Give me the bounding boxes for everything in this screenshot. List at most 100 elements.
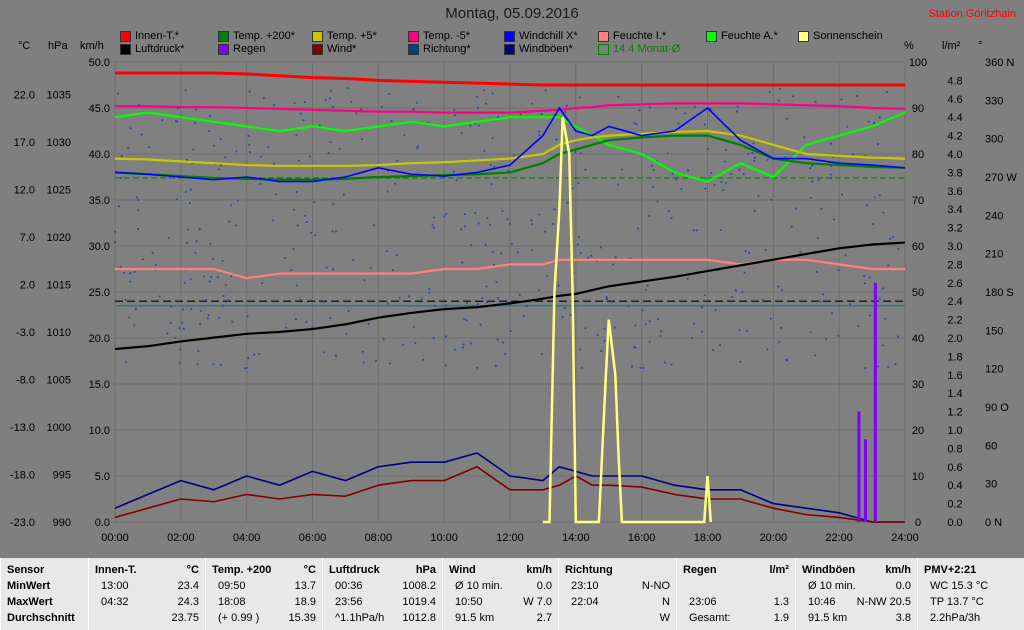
direction-point xyxy=(154,263,157,267)
tick-temp: -18.0 xyxy=(10,469,35,481)
direction-point xyxy=(579,348,582,351)
direction-point xyxy=(140,133,143,136)
tick-temp: 7.0 xyxy=(20,232,35,244)
direction-point xyxy=(667,210,670,213)
direction-point xyxy=(648,214,651,217)
direction-point xyxy=(691,337,694,340)
direction-point xyxy=(792,95,795,98)
direction-point xyxy=(196,363,199,366)
direction-point xyxy=(769,317,772,320)
direction-point xyxy=(305,320,308,324)
direction-point xyxy=(611,263,615,266)
cell-detail: Ø 10 min. xyxy=(455,580,503,592)
direction-point xyxy=(509,329,512,333)
legend-item: Innen-T.* xyxy=(120,30,179,42)
direction-point xyxy=(219,138,222,141)
direction-point xyxy=(170,305,173,308)
direction-point xyxy=(811,164,814,167)
direction-point xyxy=(407,295,410,298)
direction-point xyxy=(670,216,673,220)
direction-point xyxy=(731,295,734,298)
direction-point xyxy=(641,309,644,312)
direction-point xyxy=(603,339,606,342)
tick-hpa: 1025 xyxy=(47,184,71,196)
direction-point xyxy=(599,246,603,249)
legend: Innen-T.* Temp. +200* Temp. +5* Temp. -5* Wi… xyxy=(120,30,920,58)
cell-value: 1008.2 xyxy=(402,580,436,592)
cell-value: 2.7 xyxy=(536,612,552,624)
direction-point xyxy=(327,152,330,155)
direction-point xyxy=(469,342,472,345)
direction-point xyxy=(571,187,574,190)
direction-point xyxy=(229,204,232,207)
direction-point xyxy=(659,334,662,338)
direction-point xyxy=(723,160,726,163)
direction-point xyxy=(367,322,370,325)
direction-point xyxy=(768,90,771,94)
direction-point xyxy=(219,363,222,367)
cell-value: N-NW 20.5 xyxy=(856,596,911,608)
row-label: MaxWert xyxy=(7,596,53,608)
direction-point xyxy=(855,94,859,98)
direction-point xyxy=(692,229,695,232)
direction-point xyxy=(332,268,335,271)
series-line xyxy=(542,116,713,524)
direction-point xyxy=(116,92,120,95)
direction-point xyxy=(820,207,823,210)
direction-point xyxy=(224,156,227,159)
direction-point xyxy=(452,170,455,173)
direction-point xyxy=(420,297,423,300)
cell-detail: 91.5 km xyxy=(808,612,848,624)
direction-point xyxy=(127,146,130,149)
direction-point xyxy=(322,301,325,304)
direction-point xyxy=(134,307,137,311)
direction-point xyxy=(501,209,504,213)
direction-point xyxy=(148,146,151,149)
direction-point xyxy=(246,315,249,318)
cell-value: 24.3 xyxy=(177,596,199,608)
tick-temp: 12.0 xyxy=(14,184,35,196)
direction-point xyxy=(294,318,298,321)
direction-point xyxy=(563,307,566,310)
legend-label: Windchill X* xyxy=(519,30,578,42)
tick-pct: 20 xyxy=(912,425,924,437)
direction-point xyxy=(202,275,206,278)
direction-point xyxy=(248,90,251,93)
direction-point xyxy=(553,208,556,211)
direction-point xyxy=(372,224,376,227)
direction-point xyxy=(809,167,812,170)
tick-kmh: 15.0 xyxy=(89,379,110,391)
direction-point xyxy=(360,108,363,111)
direction-point xyxy=(638,109,641,112)
tick-dir: 180 S xyxy=(985,287,1014,299)
direction-point xyxy=(611,300,614,304)
tick-rain: 2.6 xyxy=(947,278,962,290)
legend-swatch xyxy=(312,43,323,55)
direction-point xyxy=(477,124,480,127)
cell-detail: ^1.1hPa/h xyxy=(335,612,385,624)
direction-point xyxy=(496,338,499,341)
direction-point xyxy=(465,302,469,305)
cell-detail: 04:32 xyxy=(101,596,129,608)
direction-point xyxy=(274,193,278,196)
direction-point xyxy=(579,152,582,155)
direction-point xyxy=(670,363,673,366)
direction-point xyxy=(785,117,788,120)
direction-point xyxy=(189,278,192,281)
tick-dir: 330 xyxy=(985,95,1003,107)
direction-point xyxy=(212,144,215,147)
column-unit: l/m² xyxy=(769,564,789,576)
direction-point xyxy=(183,281,186,284)
direction-point xyxy=(627,304,630,307)
direction-point xyxy=(396,159,399,162)
cell-detail: 13:00 xyxy=(101,580,129,592)
direction-point xyxy=(181,308,185,311)
cell-value: 1012.8 xyxy=(402,612,436,624)
cell-detail: 23:10 xyxy=(571,580,599,592)
direction-point xyxy=(212,363,215,366)
table-column: Luftdruck hPa 00:36 1008.2 23:56 1019.4 ^1.1hP… xyxy=(322,558,442,630)
direction-point xyxy=(877,143,880,146)
tick-rain: 3.4 xyxy=(947,204,962,216)
direction-point xyxy=(186,241,189,245)
tick-pct: 100 xyxy=(909,57,927,69)
